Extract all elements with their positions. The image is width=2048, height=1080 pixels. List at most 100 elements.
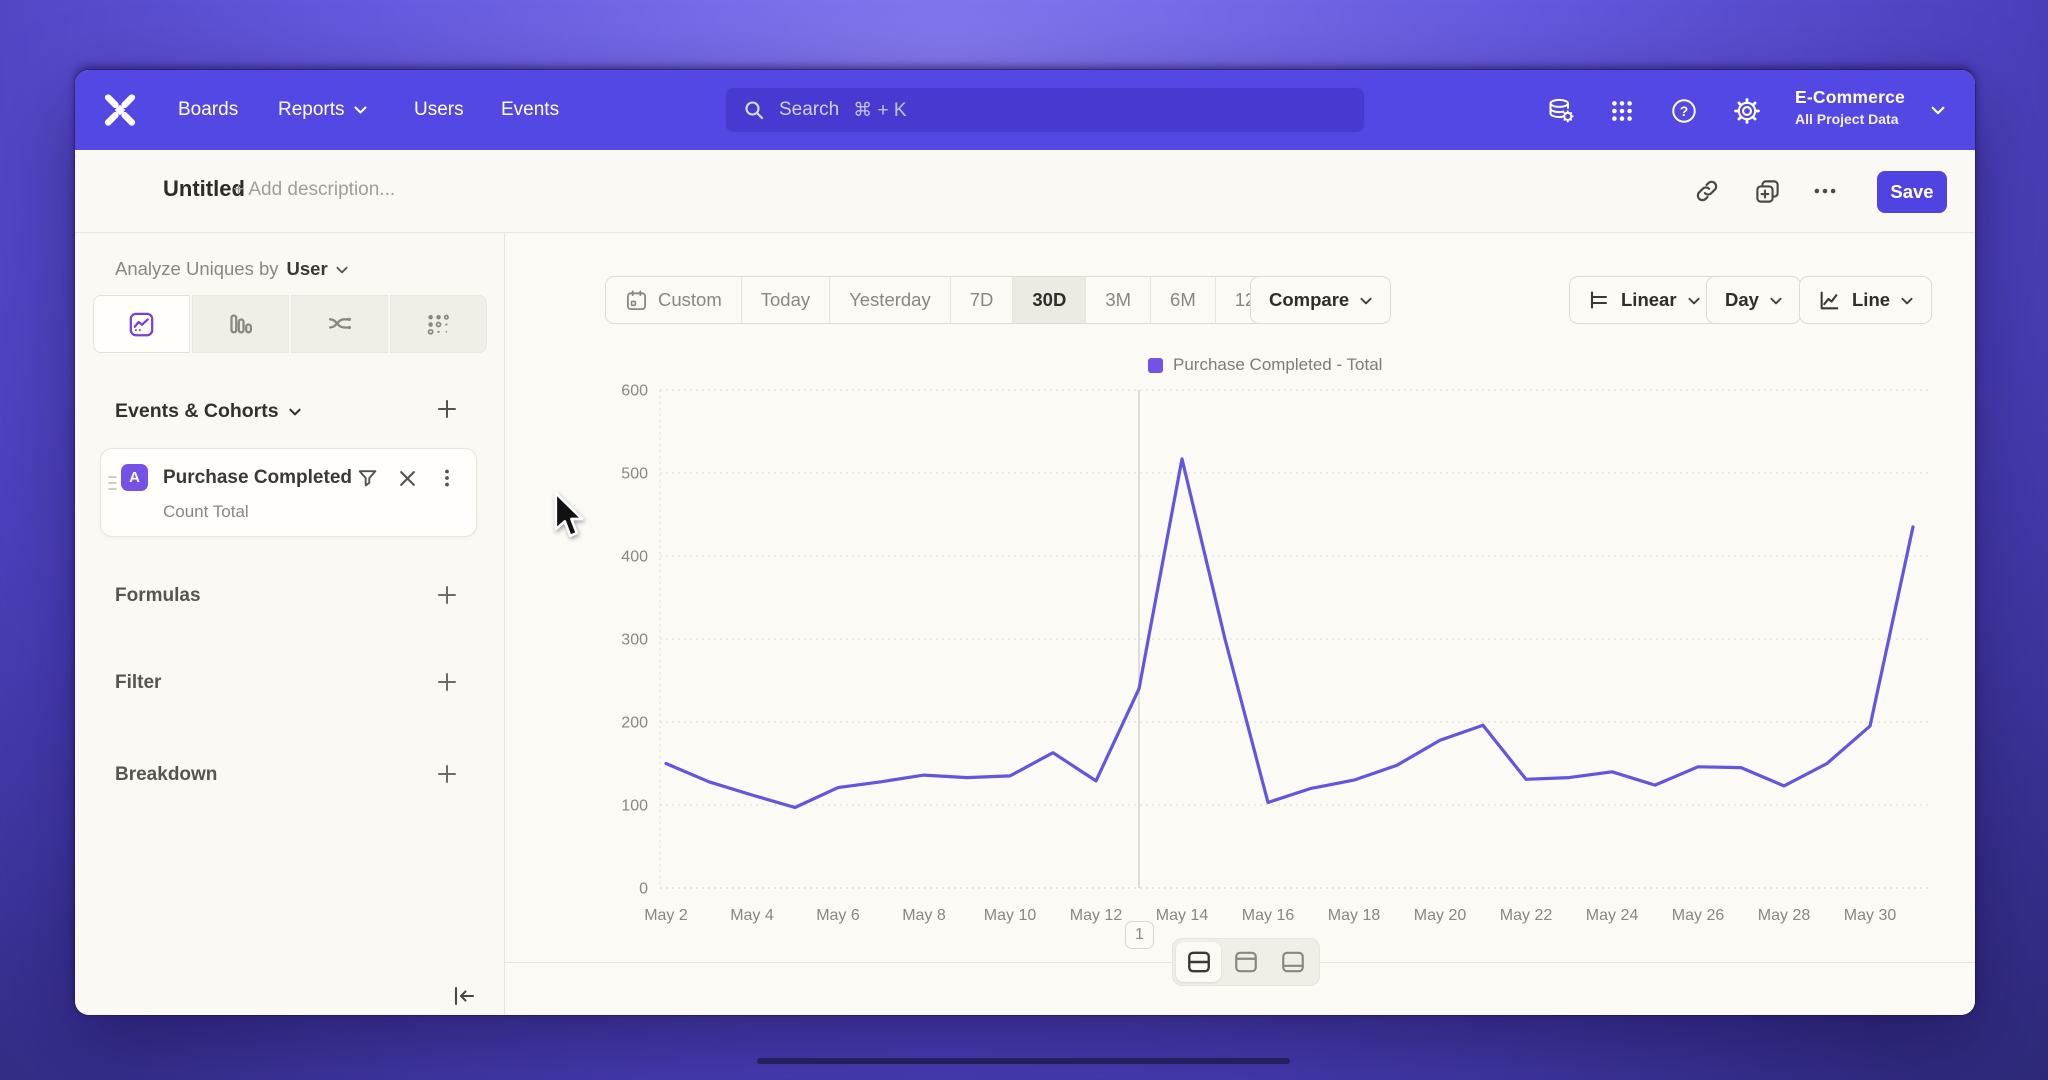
search-icon <box>743 99 765 121</box>
event-card-purchase-completed[interactable]: A Purchase Completed Count Total <box>100 448 477 537</box>
svg-text:May 6: May 6 <box>816 907 860 924</box>
nav-item-label: Reports <box>278 99 345 120</box>
svg-text:May 18: May 18 <box>1328 907 1381 924</box>
analyze-value-label: User <box>286 258 328 279</box>
events-cohorts-header[interactable]: Events & Cohorts <box>115 400 301 423</box>
line-chart-icon <box>1818 289 1841 312</box>
analyze-prefix-label: Analyze Uniques by <box>115 258 279 279</box>
layout-split-icon[interactable] <box>1176 942 1222 982</box>
query-sidebar: Analyze Uniques by User <box>75 233 505 1015</box>
project-name: E-Commerce <box>1795 87 1905 107</box>
range-yesterday[interactable]: Yesterday <box>829 277 950 323</box>
range-today[interactable]: Today <box>740 277 829 323</box>
data-sources-icon[interactable] <box>1543 93 1579 129</box>
dock-hint-bar <box>757 1058 1290 1064</box>
scale-label: Linear <box>1621 289 1677 310</box>
kebab-menu-icon[interactable] <box>434 465 460 491</box>
svg-text:May 16: May 16 <box>1242 907 1295 924</box>
breakdown-section-label[interactable]: Breakdown <box>115 764 218 785</box>
range-label: Today <box>760 289 811 310</box>
mixpanel-logo[interactable] <box>100 90 140 130</box>
range-6m[interactable]: 6M <box>1150 277 1215 323</box>
chart-type-dropdown[interactable]: Line <box>1799 276 1933 324</box>
formulas-section-label[interactable]: Formulas <box>115 585 201 606</box>
tab-flows[interactable] <box>291 295 388 353</box>
event-name[interactable]: Purchase Completed <box>163 467 352 488</box>
remove-event-icon[interactable] <box>394 465 420 491</box>
search-shortcut: ⌘ + K <box>853 99 907 121</box>
collapse-sidebar-icon[interactable] <box>447 981 481 1011</box>
tab-funnels[interactable] <box>192 295 289 353</box>
range-30d-active[interactable]: 30D <box>1012 277 1086 323</box>
line-chart[interactable]: 0 100 200 300 400 500 600 May 2 May 4 May 6 May 8 M… <box>515 380 1975 940</box>
range-label: 6M <box>1170 289 1196 310</box>
compare-dropdown[interactable]: Compare <box>1250 276 1392 324</box>
scale-dropdown[interactable]: Linear <box>1569 276 1719 324</box>
nav-item-label: Users <box>414 99 464 120</box>
chevron-down-icon <box>1360 289 1372 311</box>
top-navigation: Boards Reports Users Events Search ⌘ + K <box>75 70 1975 150</box>
help-icon[interactable]: ? <box>1666 93 1702 129</box>
compare-label: Compare <box>1269 289 1350 310</box>
svg-text:May 2: May 2 <box>644 907 688 924</box>
project-subtitle: All Project Data <box>1795 111 1899 127</box>
layout-top-icon[interactable] <box>1223 942 1268 982</box>
chevron-down-icon[interactable] <box>1931 103 1945 121</box>
legend-label: Purchase Completed - Total <box>1173 355 1383 374</box>
duplicate-icon[interactable] <box>1747 171 1787 211</box>
more-options-icon[interactable] <box>1805 171 1845 211</box>
report-title[interactable]: Untitled <box>163 176 245 201</box>
range-label: 30D <box>1032 289 1067 310</box>
nav-item-users[interactable]: Users <box>414 70 464 150</box>
app-window: Boards Reports Users Events Search ⌘ + K <box>75 70 1975 1015</box>
project-switcher[interactable]: E-Commerce All Project Data <box>1795 87 1925 127</box>
report-header: Untitled + Add description... <box>75 150 1975 233</box>
chevron-down-icon <box>336 258 348 280</box>
filter-section-label[interactable]: Filter <box>115 672 162 693</box>
search-input[interactable]: Search ⌘ + K <box>725 87 1365 133</box>
drag-handle-icon[interactable] <box>107 473 119 498</box>
annotation-marker[interactable]: 1 <box>1125 921 1154 949</box>
range-3m[interactable]: 3M <box>1085 277 1150 323</box>
tab-retention[interactable] <box>390 295 487 353</box>
add-filter-button[interactable] <box>433 668 461 696</box>
analyze-uniques-dropdown[interactable]: Analyze Uniques by User <box>115 258 348 280</box>
add-breakdown-button[interactable] <box>433 760 461 788</box>
svg-text:May 12: May 12 <box>1070 907 1123 924</box>
event-count-type[interactable]: Count Total <box>163 502 249 521</box>
legend-item[interactable]: Purchase Completed - Total <box>1148 355 1382 375</box>
range-label: Yesterday <box>849 289 931 310</box>
range-custom[interactable]: Custom <box>606 277 741 323</box>
range-7d[interactable]: 7D <box>949 277 1013 323</box>
svg-text:May 24: May 24 <box>1586 907 1639 924</box>
interval-dropdown[interactable]: Day <box>1706 276 1801 324</box>
nav-item-events[interactable]: Events <box>501 70 559 150</box>
events-cohorts-label: Events & Cohorts <box>115 400 279 422</box>
funnels-tab-icon <box>227 311 254 338</box>
svg-text:?: ? <box>1680 103 1689 119</box>
tab-insights[interactable] <box>93 295 190 353</box>
insights-tab-icon <box>128 311 155 338</box>
svg-text:May 4: May 4 <box>730 907 774 924</box>
linear-scale-icon <box>1588 289 1610 311</box>
nav-item-boards[interactable]: Boards <box>178 70 238 150</box>
layout-toggle-group <box>1172 938 1320 986</box>
copy-link-icon[interactable] <box>1687 171 1727 211</box>
svg-text:500: 500 <box>621 466 648 483</box>
save-button[interactable]: Save <box>1877 171 1947 213</box>
calendar-icon <box>625 289 648 312</box>
range-label: 3M <box>1105 289 1132 310</box>
settings-gear-icon[interactable] <box>1729 93 1765 129</box>
apps-grid-icon[interactable] <box>1604 93 1640 129</box>
interval-label: Day <box>1725 289 1759 310</box>
layout-bottom-icon[interactable] <box>1271 942 1316 982</box>
filter-funnel-icon[interactable] <box>354 465 380 491</box>
add-event-button[interactable] <box>433 395 461 423</box>
svg-text:May 22: May 22 <box>1500 907 1553 924</box>
chart-type-label: Line <box>1852 289 1891 310</box>
add-description-field[interactable]: + Add description... <box>233 179 396 200</box>
chevron-down-icon <box>288 400 301 423</box>
nav-item-reports[interactable]: Reports <box>278 70 367 150</box>
svg-text:May 28: May 28 <box>1758 907 1811 924</box>
add-formula-button[interactable] <box>433 581 461 609</box>
